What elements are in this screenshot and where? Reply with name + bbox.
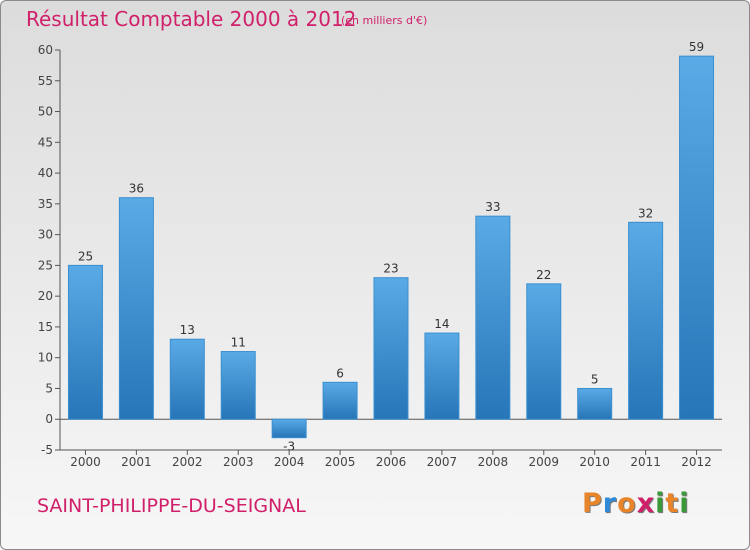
bar-2012 [679,55,715,420]
data-label-2004: -3 [283,440,295,454]
x-tick-label: 2012 [681,455,712,469]
x-tick-label: 2003 [223,455,254,469]
bar-2005 [322,381,358,420]
data-label-2011: 32 [638,206,653,220]
y-tick-label: 10 [38,351,53,365]
data-label-2008: 33 [485,200,500,214]
bar-2011 [628,221,664,420]
y-tick-label: 60 [38,43,53,57]
chart-subtitle: (en milliers d'€) [341,14,428,27]
y-tick-label: 25 [38,258,53,272]
y-tick-label: 50 [38,105,53,119]
chart-bars [67,55,715,439]
bar-2008 [475,215,511,420]
x-tick-label: 2011 [630,455,661,469]
data-label-2005: 6 [336,366,344,380]
y-tick-label: 15 [38,320,53,334]
bar-2001 [118,197,154,420]
chart-title: Résultat Comptable 2000 à 2012 [26,7,357,31]
commune-name: SAINT-PHILIPPE-DU-SEIGNAL [37,495,306,517]
bar-2002 [169,338,205,420]
data-label-2001: 36 [129,182,144,196]
x-tick-label: 2008 [478,455,509,469]
bar-2004 [271,418,307,439]
bar-2000 [67,264,103,420]
data-label-2007: 14 [434,317,449,331]
x-tick-label: 2001 [121,455,152,469]
chart-data-labels: 25 36 13 11 -3 6 23 14 33 22 5 32 59 [78,40,704,454]
proxiti-logo: Proxiti [582,488,690,519]
x-tick-label: 2010 [579,455,610,469]
bar-2003 [220,351,256,420]
data-label-2009: 22 [536,268,551,282]
data-label-2010: 5 [591,372,599,386]
x-tick-label: 2006 [376,455,407,469]
bar-2006 [373,277,409,420]
data-label-2003: 11 [231,336,246,350]
x-tick-label: 2007 [427,455,458,469]
y-tick-label: -5 [41,443,53,457]
x-tick-label: 2005 [325,455,356,469]
y-tick-label: 0 [45,412,53,426]
y-tick-label: 55 [38,74,53,88]
y-tick-label: 20 [38,289,53,303]
x-tick-label: 2000 [70,455,101,469]
x-tick-label: 2009 [528,455,559,469]
bar-2010 [577,387,613,420]
y-tick-label: 40 [38,166,53,180]
x-tick-label: 2004 [274,455,305,469]
bar-2007 [424,332,460,420]
data-label-2000: 25 [78,249,93,263]
data-label-2002: 13 [180,323,195,337]
x-tick-label: 2002 [172,455,203,469]
y-tick-label: 35 [38,197,53,211]
y-tick-label: 5 [45,381,53,395]
y-tick-label: 45 [38,135,53,149]
y-tick-label: 30 [38,228,53,242]
data-label-2006: 23 [383,262,398,276]
data-label-2012: 59 [689,40,704,54]
bar-2009 [526,283,562,420]
